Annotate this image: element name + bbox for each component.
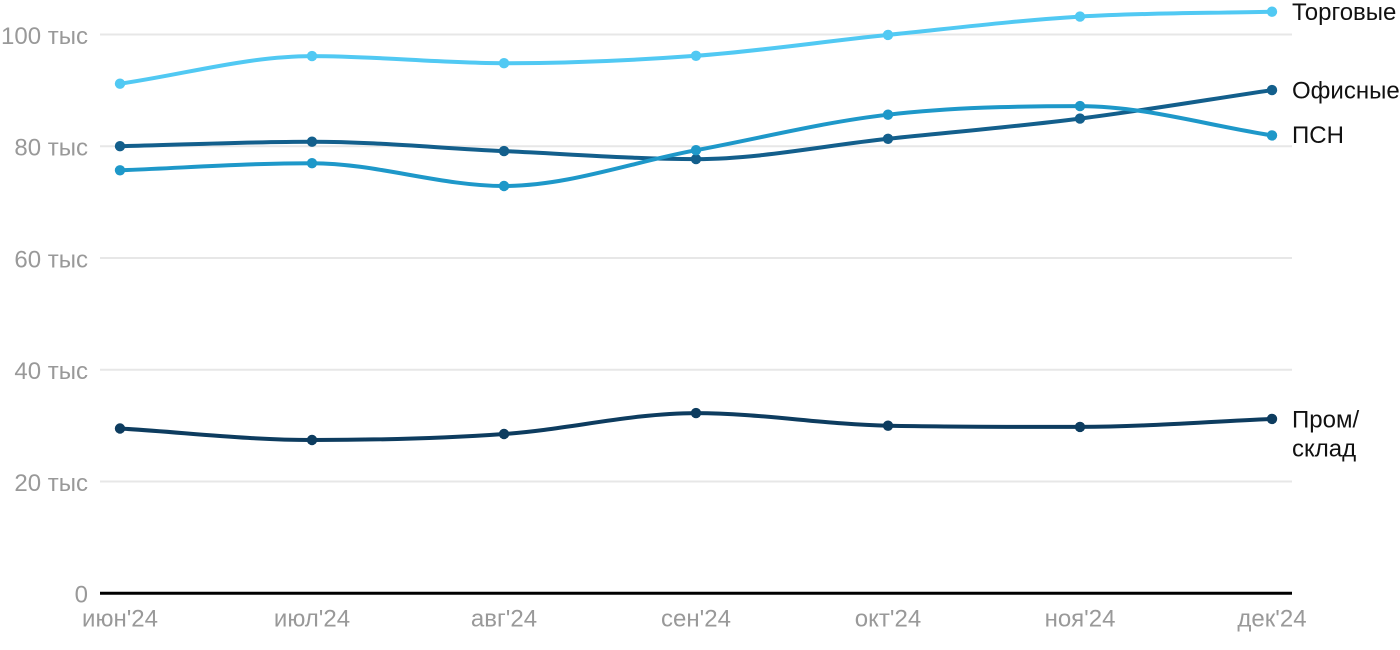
svg-text:ноя'24: ноя'24: [1045, 606, 1116, 633]
svg-text:40 тыс: 40 тыс: [14, 358, 88, 385]
svg-text:20 тыс: 20 тыс: [14, 470, 88, 497]
svg-text:сен'24: сен'24: [661, 606, 731, 633]
svg-text:Офисные: Офисные: [1292, 78, 1400, 105]
svg-text:Пром/: Пром/: [1292, 406, 1359, 433]
svg-text:июн'24: июн'24: [82, 606, 158, 633]
svg-text:склад: склад: [1292, 435, 1356, 462]
svg-text:80 тыс: 80 тыс: [14, 135, 88, 162]
svg-text:0: 0: [75, 582, 88, 609]
svg-text:ПСН: ПСН: [1292, 122, 1344, 149]
svg-text:июл'24: июл'24: [274, 606, 350, 633]
svg-text:60 тыс: 60 тыс: [14, 247, 88, 274]
svg-text:Торговые: Торговые: [1292, 0, 1396, 26]
svg-text:окт'24: окт'24: [855, 606, 921, 633]
svg-text:авг'24: авг'24: [471, 606, 537, 633]
svg-text:дек'24: дек'24: [1237, 606, 1306, 633]
svg-text:100 тыс: 100 тыс: [1, 23, 88, 50]
